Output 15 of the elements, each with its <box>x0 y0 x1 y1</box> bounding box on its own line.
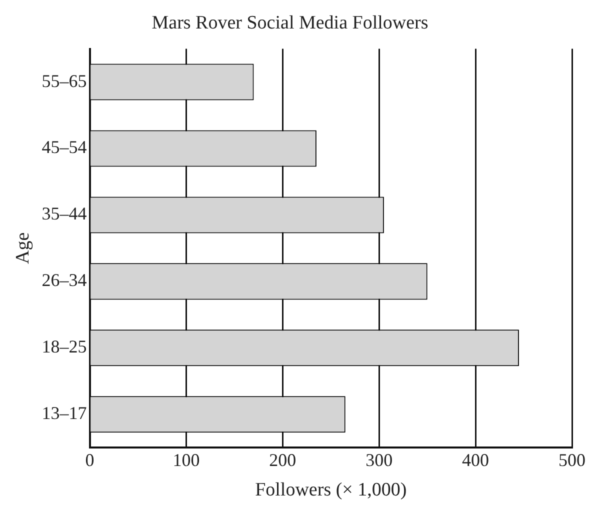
x-tick-label: 300 <box>366 450 393 470</box>
x-tick-label: 400 <box>462 450 490 470</box>
y-tick-label: 35–44 <box>42 204 87 224</box>
y-tick-label: 13–17 <box>42 403 87 424</box>
x-tick-label: 0 <box>85 450 94 470</box>
x-tick-label: 200 <box>269 450 296 470</box>
x-tick-label: 100 <box>172 450 200 470</box>
chart-title: Mars Rover Social Media Followers <box>152 12 428 34</box>
y-tick-label: 18–25 <box>42 336 87 357</box>
x-axis-title: Followers (× 1,000) <box>255 480 407 501</box>
x-tick-label: 500 <box>558 450 586 470</box>
y-tick-label: 26–34 <box>42 270 87 290</box>
y-tick-label: 55–65 <box>42 70 87 91</box>
y-tick-label: 45–54 <box>42 137 87 158</box>
y-axis-title: Age <box>12 232 34 264</box>
